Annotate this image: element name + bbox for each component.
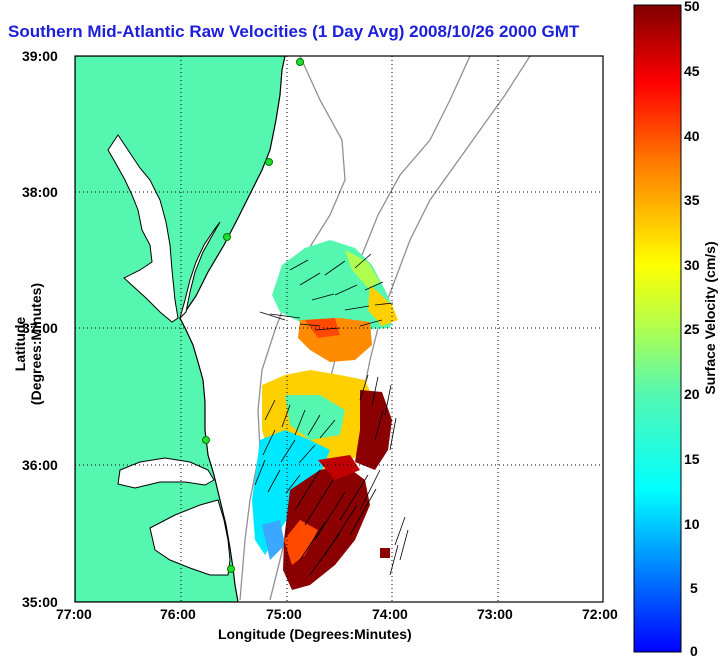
colorbar-tick-label: 25 xyxy=(684,321,700,337)
velocity-field xyxy=(252,240,398,590)
grid-lines xyxy=(75,56,603,602)
colorbar-tick-label: 0 xyxy=(690,643,698,659)
chesapeake-bay xyxy=(107,134,179,323)
y-tick-label: 39:00 xyxy=(22,48,58,64)
x-tick-label: 72:00 xyxy=(582,606,618,622)
colorbar-tick-label: 5 xyxy=(690,580,698,596)
x-tick-label: 75:00 xyxy=(266,606,302,622)
radar-sites xyxy=(202,58,304,573)
colorbar-tick-label: 50 xyxy=(684,0,700,14)
plot-frame xyxy=(74,55,604,603)
y-tick-label: 38:00 xyxy=(22,184,58,200)
colorbar-label: Surface Velocity (cm/s) xyxy=(702,241,718,395)
pamlico-sound xyxy=(149,499,231,576)
y-tick-label: 37:00 xyxy=(22,320,58,336)
x-tick-label: 76:00 xyxy=(160,606,196,622)
x-axis-label: Longitude (Degrees:Minutes) xyxy=(218,626,412,642)
x-tick-label: 73:00 xyxy=(477,606,513,622)
colorbar-tick-label: 40 xyxy=(684,128,700,144)
colorbar xyxy=(633,4,682,653)
albemarle-sound xyxy=(117,457,215,489)
colorbar-tick-label: 15 xyxy=(684,451,700,467)
colorbar-tick-label: 10 xyxy=(684,516,700,532)
colorbar-tick-label: 30 xyxy=(684,257,700,273)
x-tick-label: 77:00 xyxy=(56,606,92,622)
map-title: Southern Mid-Atlantic Raw Velocities (1 … xyxy=(8,22,580,41)
x-tick-label: 74:00 xyxy=(372,606,408,622)
y-tick-label: 36:00 xyxy=(22,457,58,473)
velocity-vectors xyxy=(254,253,409,576)
delmarva-inlet xyxy=(179,221,221,320)
colorbar-tick-label: 20 xyxy=(684,386,700,402)
colorbar-tick-label: 35 xyxy=(684,192,700,208)
y-axis-label: Latitude (Degrees:Minutes) xyxy=(12,282,44,406)
y-tick-label: 35:00 xyxy=(22,594,58,610)
colorbar-tick-label: 45 xyxy=(684,63,700,79)
